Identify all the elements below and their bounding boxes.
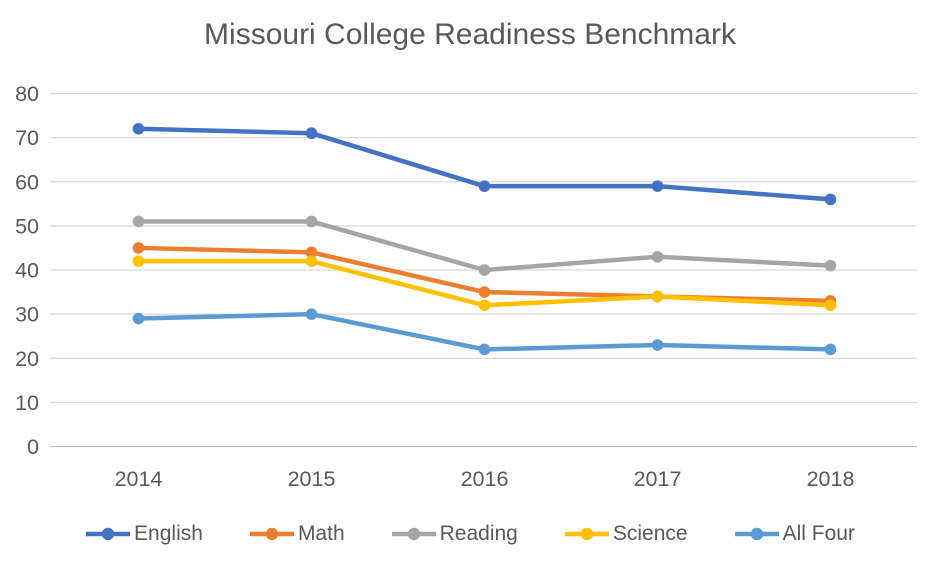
x-tick-label: 2014 xyxy=(115,467,163,491)
data-point-reading-2016 xyxy=(478,264,491,276)
data-point-science-2015 xyxy=(305,255,318,267)
legend-item-science: Science xyxy=(564,522,688,546)
data-point-math-2014 xyxy=(132,242,145,254)
data-point-english-2017 xyxy=(651,180,664,192)
legend-swatch-science xyxy=(564,527,609,541)
data-point-reading-2017 xyxy=(651,250,664,263)
data-point-english-2015 xyxy=(305,127,318,140)
legend-label-math: Math xyxy=(297,522,345,545)
legend-item-all-four: All Four xyxy=(734,522,855,546)
data-point-science-2017 xyxy=(651,290,664,303)
legend-marker xyxy=(750,527,763,541)
legend-label-reading: Reading xyxy=(439,522,518,545)
y-tick-label: 50 xyxy=(15,214,39,238)
data-point-all-four-2015 xyxy=(305,308,318,320)
data-point-all-four-2017 xyxy=(651,339,664,351)
data-point-math-2016 xyxy=(478,286,491,298)
y-tick-label: 10 xyxy=(15,391,39,415)
legend-swatch-all-four xyxy=(734,527,779,541)
data-point-science-2016 xyxy=(478,299,491,312)
plot-area: 0 10 20 30 40 50 60 70 80 2014 2015 2016 2017 2018 xyxy=(15,82,917,491)
y-tick-label: 0 xyxy=(27,435,39,459)
legend-item-math: Math xyxy=(249,522,345,546)
chart-title: Missouri College Readiness Benchmark xyxy=(204,18,736,51)
data-point-science-2014 xyxy=(132,255,145,267)
legend-marker xyxy=(101,527,115,541)
data-point-all-four-2018 xyxy=(824,343,837,356)
legend-label-all-four: All Four xyxy=(782,522,855,545)
data-point-reading-2014 xyxy=(132,215,145,228)
legend: English Math Reading Science All Four xyxy=(0,517,940,551)
legend-label-english: English xyxy=(134,522,203,545)
legend-item-reading: Reading xyxy=(391,522,518,546)
x-tick-label: 2016 xyxy=(461,467,509,491)
data-point-science-2018 xyxy=(824,299,837,312)
data-point-english-2018 xyxy=(824,193,837,206)
legend-swatch-math xyxy=(249,527,294,541)
data-point-english-2014 xyxy=(132,123,145,135)
y-tick-label: 40 xyxy=(15,259,39,283)
data-point-all-four-2016 xyxy=(478,343,491,356)
legend-swatch-reading xyxy=(391,527,436,541)
data-point-math-2015 xyxy=(305,246,318,259)
legend-swatch-english xyxy=(86,527,131,541)
legend-marker xyxy=(580,527,594,541)
data-point-reading-2015 xyxy=(305,215,318,228)
x-tick-label: 2018 xyxy=(807,467,855,491)
y-tick-label: 80 xyxy=(15,82,39,106)
legend-label-science: Science xyxy=(612,522,688,545)
legend-marker xyxy=(265,527,279,541)
legend-item-english: English xyxy=(85,522,203,546)
legend-marker xyxy=(407,527,420,541)
y-tick-label: 70 xyxy=(15,126,39,150)
y-tick-label: 20 xyxy=(15,347,39,371)
x-tick-label: 2015 xyxy=(288,467,336,491)
y-tick-label: 30 xyxy=(15,303,39,327)
data-point-all-four-2014 xyxy=(132,312,145,325)
data-point-english-2016 xyxy=(478,180,491,192)
x-tick-label: 2017 xyxy=(634,467,682,491)
data-point-reading-2018 xyxy=(824,259,837,272)
y-tick-label: 60 xyxy=(15,170,39,194)
